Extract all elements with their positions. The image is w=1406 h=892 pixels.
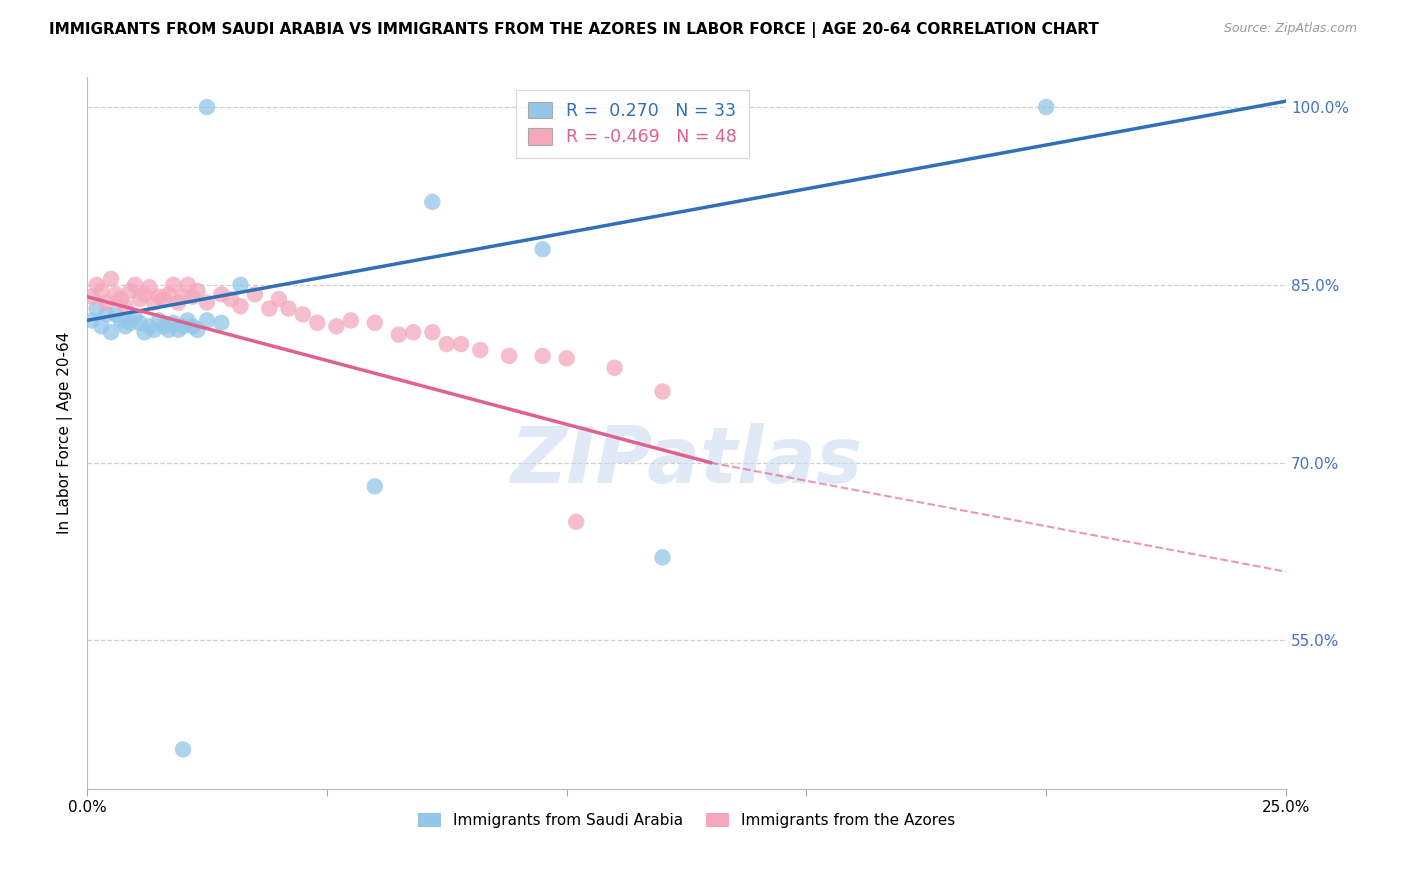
Point [291,308,314,322]
Point [134,325,156,339]
Point [110,292,132,306]
Point [450,337,472,351]
Y-axis label: In Labor Force | Age 20-64: In Labor Force | Age 20-64 [58,332,73,534]
Point [364,479,387,493]
Point [470,343,492,357]
Point [162,316,184,330]
Point [114,319,136,334]
Point [340,313,363,327]
Point [277,301,299,316]
Point [100,325,122,339]
Point [138,280,160,294]
Point [651,550,673,565]
Point [229,299,252,313]
Point [181,290,204,304]
Point [157,323,180,337]
Point [195,295,218,310]
Point [152,292,174,306]
Point [172,290,194,304]
Point [364,316,387,330]
Point [436,337,458,351]
Point [100,272,122,286]
Point [148,290,170,304]
Point [603,360,626,375]
Point [128,316,150,330]
Point [120,316,142,330]
Point [307,316,329,330]
Text: IMMIGRANTS FROM SAUDI ARABIA VS IMMIGRANTS FROM THE AZORES IN LABOR FORCE | AGE : IMMIGRANTS FROM SAUDI ARABIA VS IMMIGRAN… [49,22,1099,38]
Point [181,319,204,334]
Point [422,325,444,339]
Point [219,292,242,306]
Point [172,319,194,334]
Point [148,313,170,327]
Point [134,287,156,301]
Point [651,384,673,399]
Point [402,325,425,339]
Point [167,295,190,310]
Legend: Immigrants from Saudi Arabia, Immigrants from the Azores: Immigrants from Saudi Arabia, Immigrants… [412,806,962,834]
Point [531,349,554,363]
Point [124,311,146,326]
Point [177,313,200,327]
Point [86,277,108,292]
Point [90,319,112,334]
Point [229,277,252,292]
Point [152,319,174,334]
Point [259,301,281,316]
Point [138,319,160,334]
Point [124,277,146,292]
Point [209,287,232,301]
Point [422,194,444,209]
Point [531,242,554,256]
Text: Source: ZipAtlas.com: Source: ZipAtlas.com [1223,22,1357,36]
Point [186,323,208,337]
Point [388,327,411,342]
Point [96,295,118,310]
Point [172,742,194,756]
Point [162,277,184,292]
Point [110,313,132,327]
Point [104,308,127,322]
Point [1035,100,1057,114]
Point [80,313,103,327]
Point [325,319,347,334]
Point [120,284,142,298]
Point [195,313,218,327]
Point [157,287,180,301]
Point [167,323,190,337]
Point [195,100,218,114]
Point [90,284,112,298]
Point [86,301,108,316]
Text: ZIPatlas: ZIPatlas [510,424,863,500]
Point [267,292,290,306]
Point [128,292,150,306]
Point [80,290,103,304]
Point [498,349,520,363]
Point [209,316,232,330]
Point [555,351,578,366]
Point [177,277,200,292]
Point [143,295,166,310]
Point [114,299,136,313]
Point [143,323,166,337]
Point [186,284,208,298]
Point [96,308,118,322]
Point [565,515,588,529]
Point [104,287,127,301]
Point [243,287,266,301]
